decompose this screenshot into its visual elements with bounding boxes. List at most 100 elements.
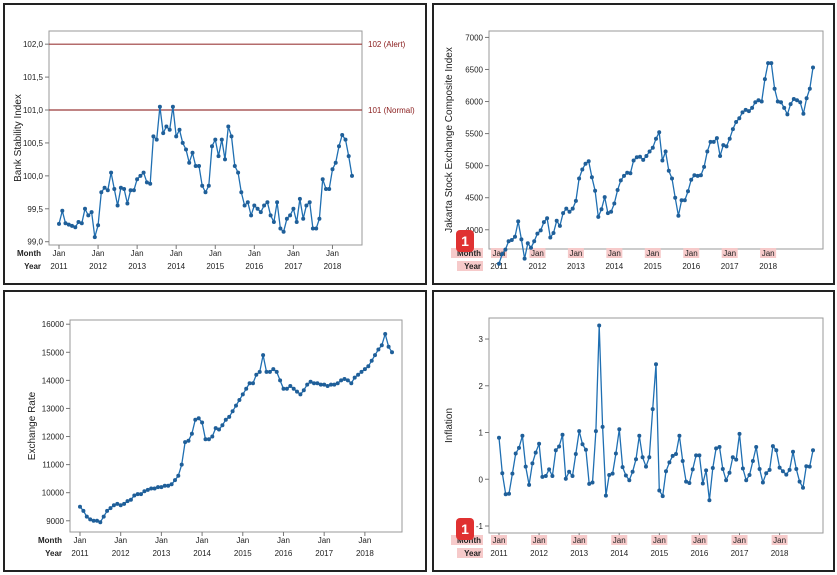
data-point: [268, 213, 273, 218]
data-point: [615, 188, 620, 192]
x-month-label: Jan: [653, 536, 666, 545]
data-point: [618, 178, 623, 183]
data-point: [702, 164, 707, 169]
data-point: [744, 478, 749, 483]
y-tick-label: 100,5: [23, 139, 44, 148]
data-point: [730, 455, 735, 460]
reference-line-label: 101 (Normal): [368, 106, 415, 115]
x-month-label: Jan: [773, 536, 786, 545]
data-point: [349, 381, 354, 386]
data-point: [807, 464, 812, 469]
data-point: [647, 455, 652, 460]
data-point: [386, 344, 391, 349]
x-year-label: 2017: [285, 262, 303, 271]
panel-jakarta-index: 4000 4500 5000 5500 6000 6500 7000 Jakarta Stoc…: [432, 3, 835, 285]
plot-frame: [48, 30, 363, 246]
data-point: [787, 467, 792, 472]
data-point: [330, 167, 335, 172]
x-month-label: Jan: [248, 249, 261, 258]
data-point: [634, 457, 638, 462]
data-point: [676, 213, 681, 218]
data-point: [180, 140, 185, 145]
data-point: [383, 332, 388, 336]
data-point: [345, 378, 350, 383]
x-year-label: 2011: [50, 262, 68, 271]
data-point: [200, 420, 205, 425]
data-point: [342, 377, 347, 381]
data-point: [609, 209, 614, 214]
data-point: [186, 438, 191, 443]
data-point: [304, 203, 309, 208]
x-month-label: Jan: [74, 536, 87, 545]
data-point: [86, 213, 91, 218]
data-point: [730, 127, 735, 132]
data-point: [307, 200, 312, 205]
y-tick-label: 9000: [46, 517, 64, 526]
data-point: [267, 369, 272, 374]
data-point: [797, 479, 802, 484]
month-tick-highlight: [567, 248, 584, 258]
data-point: [257, 369, 262, 374]
data-point: [329, 382, 333, 387]
data-point: [564, 206, 569, 211]
x-month-label: Jan: [533, 536, 546, 545]
x-month-label: Jan: [170, 249, 183, 258]
data-point: [525, 241, 530, 246]
data-point: [118, 503, 123, 508]
data-point: [112, 187, 117, 191]
data-point: [523, 464, 528, 469]
data-point: [138, 173, 143, 178]
x-year-label: 2012: [530, 549, 548, 558]
x-year-label: 2015: [644, 262, 662, 271]
data-point: [288, 213, 293, 218]
data-point: [777, 465, 782, 470]
x-month-label: Jan: [573, 536, 586, 545]
data-point: [680, 459, 685, 463]
x-year-label: 2017: [731, 549, 749, 558]
data-point: [774, 448, 779, 453]
data-point: [497, 261, 501, 266]
data-point: [264, 369, 269, 374]
data-point: [677, 433, 682, 438]
data-point: [674, 452, 678, 456]
data-point: [772, 86, 777, 91]
y-tick-label: 1: [479, 429, 484, 438]
data-point: [667, 460, 672, 465]
data-point: [298, 392, 303, 397]
data-point: [60, 208, 65, 213]
x-year-label: 2013: [570, 549, 588, 558]
data-point: [567, 209, 572, 214]
y-tick-label: 6500: [465, 65, 483, 74]
data-point: [244, 386, 249, 391]
x-year-label: 2016: [275, 549, 293, 558]
data-point: [599, 207, 604, 212]
x-month-label: Jan: [646, 249, 659, 258]
data-point: [727, 470, 732, 475]
step-badge: 1: [456, 230, 474, 252]
data-point: [791, 97, 796, 101]
x-month-label: Jan: [762, 249, 775, 258]
data-point: [314, 226, 319, 231]
y-tick-label: 13000: [42, 404, 65, 413]
year-row-highlight: [457, 261, 483, 271]
data-point: [617, 427, 622, 432]
data-point: [634, 155, 639, 160]
data-point: [167, 127, 172, 132]
data-point: [245, 200, 250, 205]
data-point: [644, 464, 648, 469]
month-row-label: Month: [457, 536, 481, 545]
data-point: [79, 221, 84, 226]
data-point: [284, 386, 289, 391]
data-point: [57, 221, 61, 226]
data-point: [753, 100, 758, 105]
x-month-label: Jan: [733, 536, 746, 545]
x-year-label: 2011: [71, 549, 89, 558]
data-point: [343, 137, 348, 142]
x-month-label: Jan: [326, 249, 339, 258]
data-point: [118, 185, 123, 190]
data-point: [122, 501, 127, 506]
data-point: [747, 473, 752, 477]
data-point: [239, 190, 244, 195]
x-year-label: 2015: [206, 262, 224, 271]
data-point: [156, 485, 160, 490]
